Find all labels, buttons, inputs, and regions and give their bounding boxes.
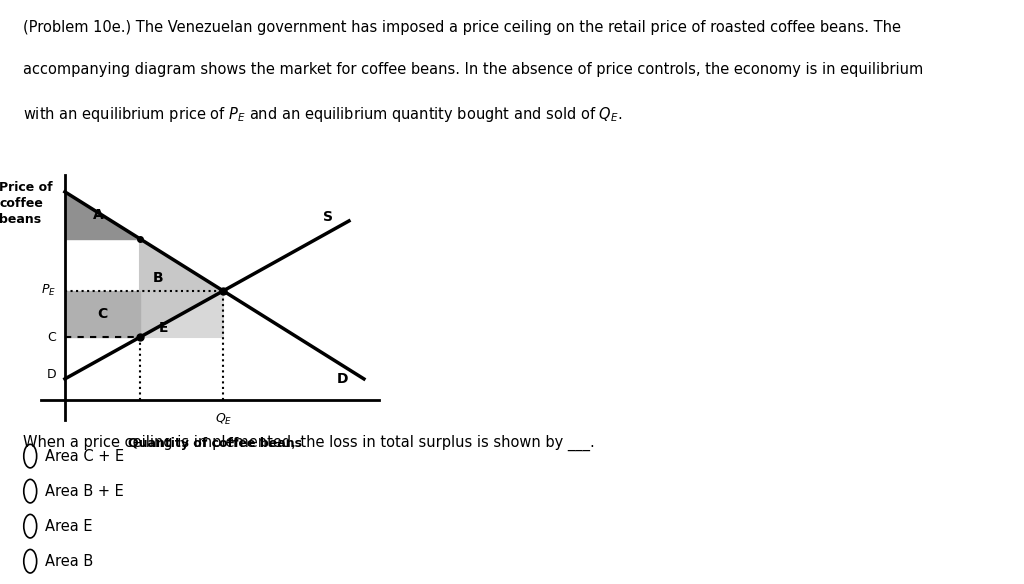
Text: S: S xyxy=(323,210,333,224)
Text: with an equilibrium price of $P_E$ and an equilibrium quantity bought and sold o: with an equilibrium price of $P_E$ and a… xyxy=(23,105,622,124)
Text: C: C xyxy=(97,307,108,321)
Text: Area C + E: Area C + E xyxy=(45,449,124,464)
Polygon shape xyxy=(139,291,223,338)
Text: accompanying diagram shows the market for coffee beans. In the absence of price : accompanying diagram shows the market fo… xyxy=(23,62,923,78)
Text: C: C xyxy=(47,331,56,344)
Polygon shape xyxy=(65,291,139,338)
Text: Area E: Area E xyxy=(45,519,92,534)
Text: A: A xyxy=(93,208,103,223)
Text: $P_E$: $P_E$ xyxy=(41,283,56,298)
Text: When a price ceiling is implemented, the loss in total surplus is shown by ___.: When a price ceiling is implemented, the… xyxy=(23,435,594,451)
Text: Price of
coffee
beans: Price of coffee beans xyxy=(0,182,52,227)
Text: Area B: Area B xyxy=(45,554,93,569)
Text: D: D xyxy=(337,372,349,386)
Text: $Q_E$: $Q_E$ xyxy=(214,412,231,427)
Text: Area B + E: Area B + E xyxy=(45,484,124,499)
Text: (Problem 10e.) The Venezuelan government has imposed a price ceiling on the reta: (Problem 10e.) The Venezuelan government… xyxy=(23,20,900,36)
Text: E: E xyxy=(159,321,168,335)
Text: D: D xyxy=(46,369,56,381)
Polygon shape xyxy=(65,192,139,239)
Polygon shape xyxy=(139,239,223,338)
Text: Quantity of coffee beans: Quantity of coffee beans xyxy=(128,437,302,450)
Text: B: B xyxy=(153,271,163,285)
